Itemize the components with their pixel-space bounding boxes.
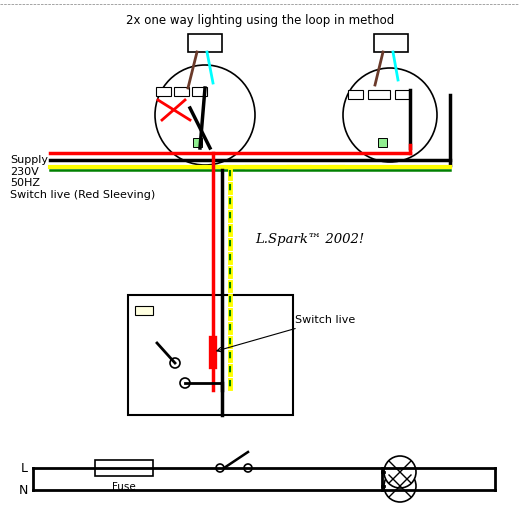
Circle shape	[216, 464, 224, 472]
Circle shape	[384, 470, 416, 502]
Text: L.Spark™ 2002!: L.Spark™ 2002!	[255, 233, 365, 246]
Text: Switch live: Switch live	[217, 315, 355, 352]
Bar	[128, 295, 293, 415]
Circle shape	[384, 456, 416, 488]
Bar	[193, 138, 202, 147]
Text: Supply
230V
50HZ: Supply 230V 50HZ	[10, 155, 48, 188]
Circle shape	[343, 68, 437, 162]
Circle shape	[244, 464, 252, 472]
Bar	[188, 34, 222, 52]
Text: Switch live (Red Sleeving): Switch live (Red Sleeving)	[10, 190, 155, 200]
Text: 2x one way lighting using the loop in method: 2x one way lighting using the loop in me…	[126, 14, 394, 27]
Bar	[378, 138, 387, 147]
Bar	[374, 34, 408, 52]
Bar	[395, 90, 410, 99]
Text: Fuse: Fuse	[112, 482, 136, 492]
Circle shape	[155, 65, 255, 165]
Text: L: L	[21, 461, 28, 474]
Bar	[368, 90, 390, 99]
Bar	[192, 87, 207, 96]
Bar	[174, 87, 189, 96]
Circle shape	[170, 358, 180, 368]
Bar	[156, 87, 171, 96]
Circle shape	[180, 378, 190, 388]
Bar	[348, 90, 363, 99]
Text: N: N	[19, 483, 28, 496]
Bar	[135, 306, 153, 315]
Bar	[95, 460, 153, 476]
